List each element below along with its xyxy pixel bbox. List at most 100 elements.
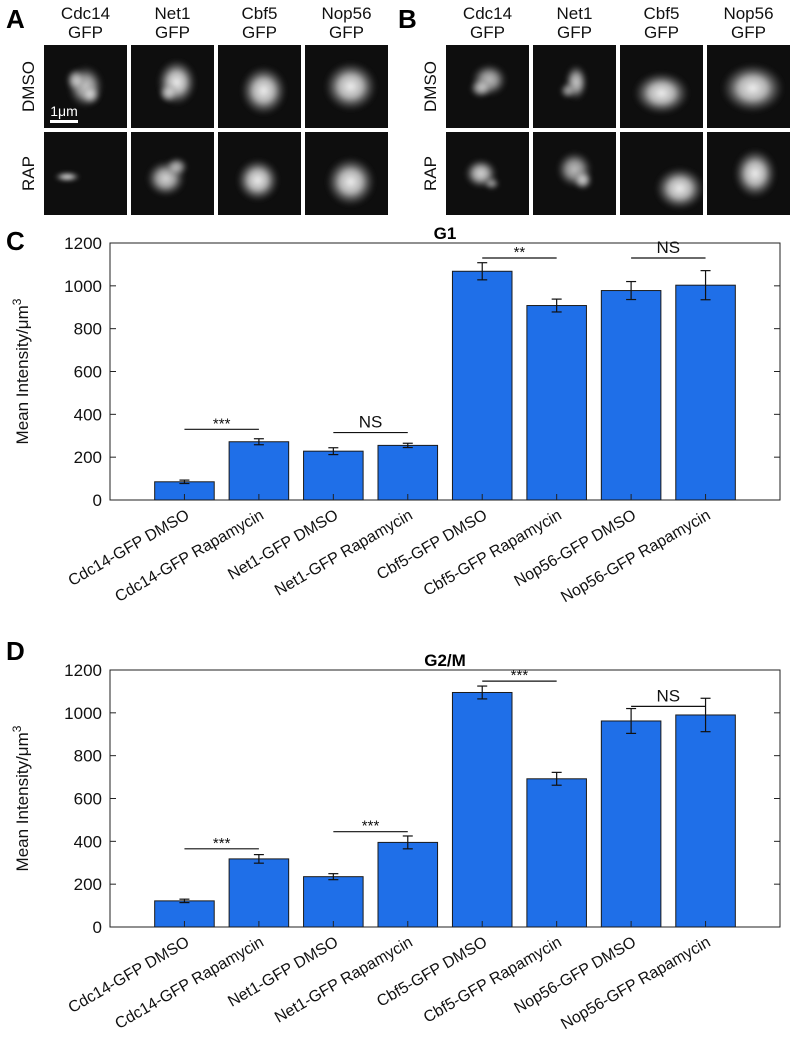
y-tick-label: 0 — [93, 918, 102, 937]
panel-letter-a: A — [6, 4, 25, 34]
error-bar — [253, 438, 264, 446]
micrograph-tile — [533, 132, 616, 215]
row-label: DMSO — [421, 61, 440, 112]
bar — [303, 876, 364, 928]
error-bar — [551, 771, 562, 786]
nucleolus-signal — [53, 171, 81, 182]
bar — [451, 270, 513, 501]
micrograph-tile — [44, 45, 127, 128]
bar — [675, 714, 736, 928]
nucleolus-signal — [654, 166, 705, 211]
x-tick-label: Nop56-GFP DMSO — [512, 507, 640, 590]
panel-letter-b: B — [398, 4, 417, 34]
micrograph-tile — [131, 132, 214, 215]
nucleolus-signal — [324, 61, 378, 112]
bar — [600, 720, 662, 928]
column-label: GFP — [329, 23, 364, 42]
column-label: Cdc14 — [61, 4, 110, 23]
micrograph-tile — [218, 45, 301, 128]
y-tick-label: 600 — [74, 363, 102, 382]
nucleolus-signal — [158, 83, 179, 104]
error-bar — [328, 873, 339, 881]
nucleolus-signal — [325, 156, 376, 207]
significance-label: *** — [213, 835, 231, 852]
error-bar — [179, 479, 190, 485]
column-label: GFP — [155, 23, 190, 42]
column-label: Nop56 — [723, 4, 773, 23]
bar — [377, 841, 439, 928]
significance-label: *** — [213, 415, 231, 432]
row-label: DMSO — [19, 61, 38, 112]
micrograph-tile — [707, 45, 790, 128]
significance-label: NS — [657, 686, 681, 705]
y-tick-label: 400 — [74, 405, 102, 424]
significance-label: ** — [514, 244, 526, 261]
error-bar — [477, 685, 488, 700]
bar — [526, 305, 587, 501]
y-tick-label: 800 — [74, 747, 102, 766]
micrograph-tile — [620, 45, 703, 128]
column-label: Net1 — [155, 4, 191, 23]
y-tick-label: 1000 — [64, 277, 102, 296]
nucleolus-signal — [469, 78, 493, 99]
column-label: Cbf5 — [644, 4, 680, 23]
nucleolus-signal — [633, 71, 690, 115]
x-tick-label: Net1-GFP Rapamycin — [272, 934, 416, 1027]
error-bar — [700, 697, 711, 733]
bar — [675, 284, 736, 501]
error-bar — [402, 442, 413, 449]
nucleolus-signal — [572, 170, 593, 191]
column-label: GFP — [470, 23, 505, 42]
column-label: Nop56 — [321, 4, 371, 23]
bar — [228, 858, 290, 928]
x-tick-label: Nop56-GFP DMSO — [512, 934, 640, 1017]
bar — [451, 691, 513, 928]
bar — [526, 778, 587, 928]
significance-label: *** — [511, 667, 529, 684]
y-tick-label: 1000 — [64, 704, 102, 723]
micrograph-panel-a: A Cdc14GFPNet1GFPCbf5GFPNop56GFPDMSORAP1μ… — [6, 4, 388, 215]
chart-panel-d: D G2/M 0 200 400 600 800 1000 1200 Mean Intensity… — [6, 636, 781, 1033]
error-bar — [551, 298, 562, 313]
chart-title: G2/M — [424, 651, 466, 670]
x-tick-label: Net1-GFP Rapamycin — [272, 507, 416, 600]
nucleolus-signal — [721, 63, 785, 114]
row-label: RAP — [421, 156, 440, 191]
error-bar — [700, 270, 711, 301]
column-label: Cdc14 — [463, 4, 512, 23]
nucleolus-signal — [733, 148, 777, 199]
error-bar — [626, 707, 637, 734]
micrograph-panels: A Cdc14GFPNet1GFPCbf5GFPNop56GFPDMSORAP1μ… — [6, 4, 790, 215]
column-label: Net1 — [557, 4, 593, 23]
x-tick-label: Cbf5-GFP Rapamycin — [421, 934, 565, 1027]
bar — [303, 450, 364, 501]
bar — [600, 290, 662, 501]
x-tick-label: Cbf5-GFP Rapamycin — [421, 507, 565, 600]
y-tick-label: 0 — [93, 491, 102, 510]
error-bar — [179, 898, 190, 904]
micrograph-tile — [533, 45, 616, 128]
column-label: GFP — [644, 23, 679, 42]
micrograph-tile — [305, 132, 388, 215]
nucleolus-signal — [236, 158, 280, 202]
y-tick-label: 400 — [74, 832, 102, 851]
y-tick-label: 600 — [74, 790, 102, 809]
y-tick-label: 800 — [74, 320, 102, 339]
nucleolus-signal — [559, 82, 577, 99]
x-tick-label: Cdc14-GFP DMSO — [66, 934, 193, 1017]
micrograph-tile — [620, 132, 705, 215]
y-tick-label: 200 — [74, 448, 102, 467]
scale-bar-label: 1μm — [50, 103, 78, 119]
y-tick-label: 1200 — [64, 661, 102, 680]
nucleolus-signal — [240, 65, 287, 116]
chart-title: G1 — [434, 224, 457, 243]
error-bar — [477, 262, 488, 281]
bar — [228, 441, 290, 501]
scale-bar — [50, 120, 78, 123]
micrograph-tile — [305, 45, 388, 128]
y-tick-label: 200 — [74, 875, 102, 894]
significance-label: NS — [359, 413, 383, 432]
column-label: GFP — [557, 23, 592, 42]
